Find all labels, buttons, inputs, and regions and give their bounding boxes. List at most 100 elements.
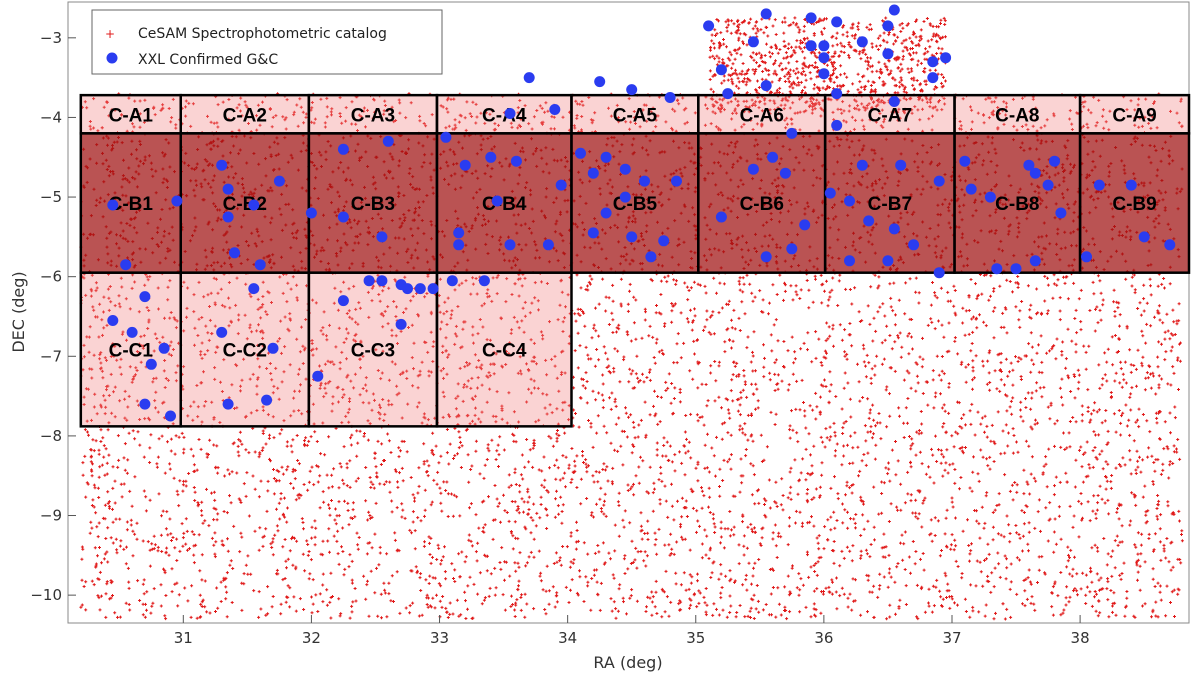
- confirmed-point: [402, 283, 413, 295]
- confirmed-point: [145, 358, 157, 370]
- confirmed-point: [664, 92, 676, 103]
- field-label-c-a3: C-A3: [351, 105, 395, 126]
- confirmed-point: [645, 251, 657, 263]
- field-label-c-a5: C-A5: [613, 105, 658, 126]
- confirmed-point: [158, 342, 170, 354]
- confirmed-point: [337, 295, 349, 307]
- confirmed-point: [600, 207, 612, 219]
- confirmed-point: [376, 231, 388, 243]
- confirmed-point: [933, 175, 945, 187]
- confirmed-point: [965, 183, 977, 195]
- confirmed-point: [542, 239, 554, 251]
- field-c-b5-box: [570, 132, 700, 274]
- y-tick-label: −8: [40, 427, 62, 445]
- confirmed-point: [1055, 207, 1067, 219]
- confirmed-point: [1029, 255, 1041, 267]
- confirmed-point: [510, 155, 522, 167]
- confirmed-point: [549, 104, 561, 115]
- confirmed-point: [222, 398, 234, 410]
- confirmed-point: [1081, 251, 1092, 263]
- y-axis-title: DEC (deg): [9, 271, 28, 352]
- confirmed-point: [895, 159, 907, 171]
- confirmed-point: [504, 239, 516, 251]
- confirmed-point: [107, 315, 119, 326]
- legend-catalog-marker: +: [105, 27, 115, 41]
- confirmed-point: [222, 211, 234, 223]
- confirmed-point: [786, 243, 798, 255]
- legend-catalog-label: CeSAM Spectrophotometric catalog: [138, 26, 387, 42]
- field-label-c-c3: C-C3: [351, 341, 395, 362]
- confirmed-point: [818, 68, 830, 80]
- confirmed-point: [888, 223, 900, 235]
- y-tick-label: −10: [30, 586, 62, 604]
- x-tick-label: 34: [558, 629, 577, 647]
- confirmed-point: [453, 227, 465, 239]
- field-c-b8-box: [953, 132, 1082, 274]
- confirmed-point: [619, 191, 631, 203]
- confirmed-point: [414, 283, 426, 295]
- confirmed-point: [658, 235, 670, 247]
- confirmed-point: [587, 167, 599, 179]
- field-label-c-b1: C-B1: [109, 194, 154, 215]
- confirmed-point: [376, 275, 388, 287]
- field-label-c-a7: C-A7: [868, 105, 912, 126]
- confirmed-point: [779, 167, 791, 179]
- x-axis-title: RA (deg): [593, 653, 662, 672]
- confirmed-point: [1010, 263, 1022, 275]
- confirmed-point: [1049, 155, 1060, 167]
- confirmed-point: [856, 159, 868, 171]
- confirmed-point: [1138, 231, 1150, 243]
- confirmed-point: [1164, 239, 1176, 251]
- confirmed-point: [337, 143, 349, 155]
- field-c-a1-box: [79, 93, 182, 135]
- confirmed-point: [229, 247, 240, 259]
- field-label-c-b9: C-B9: [1112, 194, 1156, 215]
- field-label-c-a8: C-A8: [995, 105, 1039, 126]
- confirmed-point: [273, 175, 285, 187]
- confirmed-point: [703, 20, 715, 32]
- confirmed-point: [715, 211, 727, 223]
- confirmed-point: [747, 36, 759, 48]
- field-label-c-a1: C-A1: [109, 105, 154, 126]
- confirmed-point: [933, 267, 945, 279]
- confirmed-point: [575, 147, 586, 159]
- field-label-c-a2: C-A2: [223, 105, 267, 126]
- x-tick-label: 36: [814, 629, 833, 647]
- legend-confirmed-marker: [106, 52, 118, 64]
- confirmed-point: [139, 398, 151, 410]
- confirmed-point: [626, 84, 638, 96]
- confirmed-point: [312, 370, 324, 382]
- x-tick-label: 33: [430, 629, 449, 647]
- confirmed-point: [1042, 179, 1054, 191]
- confirmed-point: [165, 410, 176, 422]
- field-c-c4-box: [435, 271, 573, 428]
- confirmed-point: [959, 155, 971, 167]
- confirmed-point: [427, 283, 439, 295]
- confirmed-point: [882, 48, 894, 60]
- confirmed-point: [139, 291, 151, 303]
- confirmed-point: [760, 80, 772, 92]
- field-c-a2-box: [179, 93, 311, 135]
- confirmed-point: [805, 40, 817, 52]
- confirmed-point: [523, 72, 535, 84]
- confirmed-point: [786, 127, 798, 139]
- field-c-c2-box: [179, 271, 311, 428]
- field-c-b2-box: [179, 132, 311, 274]
- confirmed-point: [1023, 159, 1035, 171]
- confirmed-point: [363, 275, 375, 287]
- confirmed-point: [824, 187, 836, 199]
- y-tick-label: −7: [40, 347, 62, 365]
- confirmed-point: [126, 326, 138, 338]
- confirmed-point: [171, 195, 183, 207]
- confirmed-point: [818, 52, 830, 64]
- x-tick-label: 35: [686, 629, 705, 647]
- confirmed-point: [799, 219, 811, 231]
- confirmed-point: [261, 394, 273, 406]
- confirmed-point: [831, 119, 843, 131]
- confirmed-point: [831, 88, 843, 100]
- confirmed-point: [485, 151, 497, 163]
- field-c-c3-box: [307, 271, 439, 428]
- confirmed-point: [844, 255, 855, 267]
- y-tick-label: −4: [40, 108, 62, 126]
- confirmed-point: [882, 20, 894, 32]
